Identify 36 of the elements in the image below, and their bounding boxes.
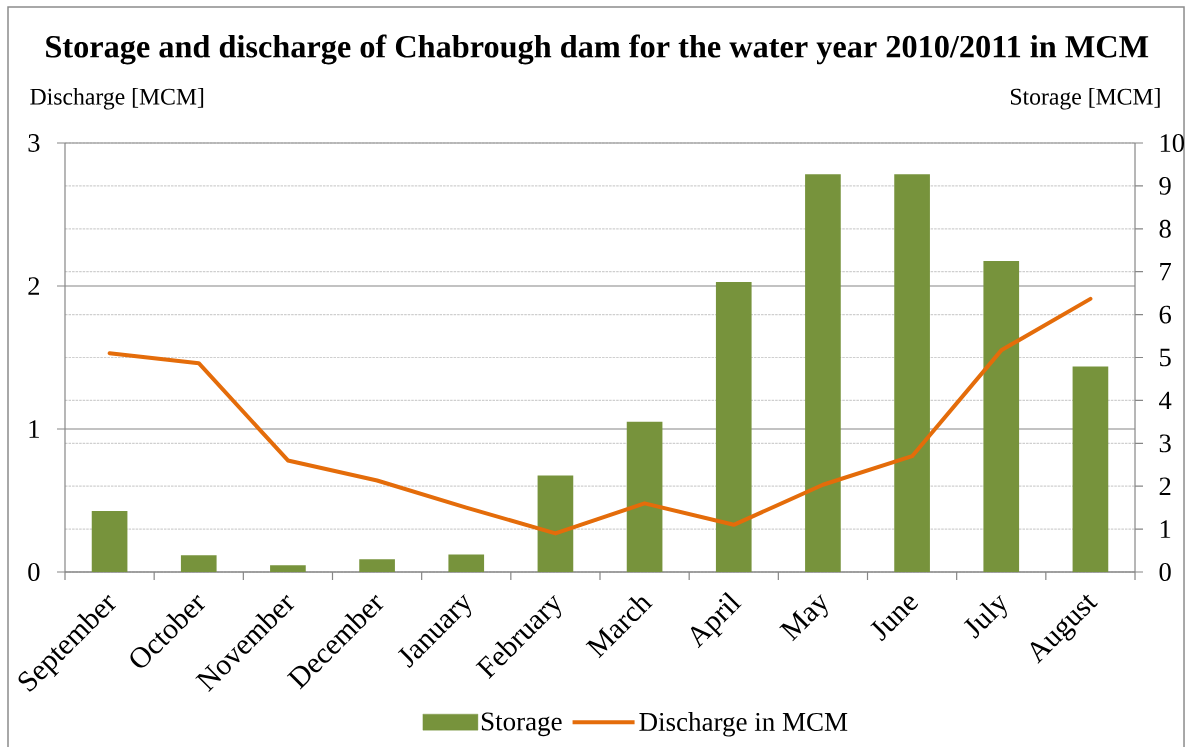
y2-tick-label: 10	[1160, 134, 1185, 152]
bar	[359, 559, 395, 572]
y-axis-title: Discharge [MCM]	[30, 88, 204, 110]
chart-title: Storage and discharge of Chabrough dam for the water year 2010/2011 in MCM	[46, 34, 1149, 65]
bar	[537, 475, 574, 572]
y-tick-label: 0	[28, 563, 40, 581]
y2-tick-label: 6	[1159, 305, 1171, 324]
bar	[91, 511, 128, 572]
y-tick-label: 2	[28, 277, 40, 295]
line-series	[107, 296, 1093, 536]
x-tick-label: June	[870, 596, 919, 642]
y2-tick-label: 0	[1159, 563, 1171, 581]
bar	[805, 174, 841, 572]
bar	[894, 174, 930, 572]
y2-tick-label: 1	[1160, 520, 1171, 538]
y2-tick-label: 2	[1159, 477, 1171, 495]
bar	[448, 554, 485, 572]
y2-tick-label: 5	[1160, 348, 1171, 367]
y2-axis-title: Storage [MCM]	[1010, 88, 1160, 110]
y2-tick-label: 7	[1160, 263, 1172, 281]
bar	[983, 260, 1020, 572]
x-tick-label: July	[963, 594, 1007, 639]
y-tick-label: 1	[29, 420, 39, 438]
bar	[180, 555, 217, 572]
bar	[715, 281, 752, 572]
x-tick-label: May	[779, 594, 828, 642]
bar	[270, 565, 306, 572]
legend-label: Discharge in MCM	[639, 712, 848, 737]
y2-tick-label: 3	[1159, 434, 1171, 453]
bar	[1072, 366, 1109, 572]
y-tick-label: 3	[28, 134, 40, 152]
y2-tick-label: 4	[1159, 391, 1172, 410]
y2-tick-label: 8	[1159, 219, 1171, 238]
y2-tick-label: 9	[1159, 176, 1171, 195]
legend-label: Storage	[481, 712, 562, 737]
bar	[626, 421, 663, 572]
